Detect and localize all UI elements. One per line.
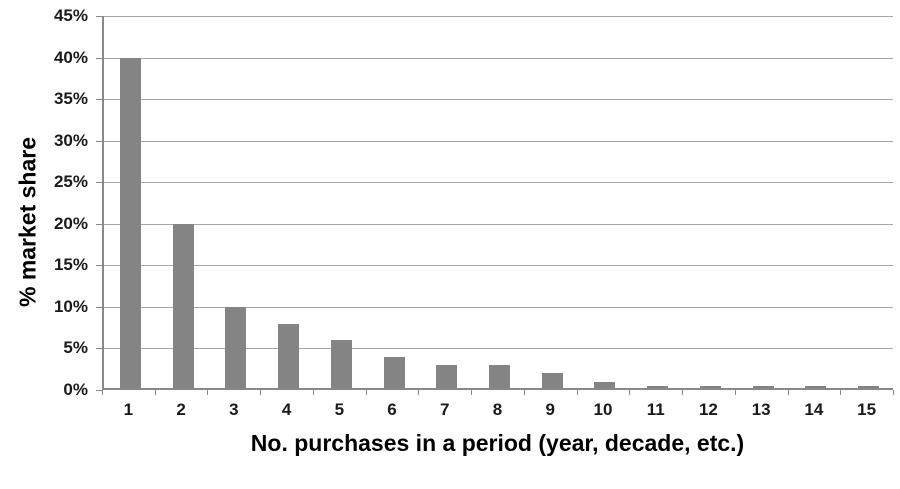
x-tick-label: 13 (751, 400, 771, 419)
x-tick-label: 9 (545, 400, 555, 419)
x-tick-label: 4 (281, 400, 292, 419)
x-tick-label: 5 (334, 400, 345, 419)
y-tick-label: 0% (63, 380, 88, 399)
plot-area (102, 16, 893, 390)
bar (436, 365, 458, 388)
y-gridline (104, 348, 893, 350)
y-gridline (104, 57, 893, 59)
y-tick-mark (96, 306, 102, 308)
bar (330, 340, 352, 388)
x-axis-title: No. purchases in a period (year, decade,… (250, 430, 745, 456)
x-tick-mark (312, 390, 314, 395)
x-tick-label: 7 (440, 400, 450, 419)
bar (225, 306, 247, 388)
bar (489, 365, 510, 388)
x-tick-mark (365, 390, 367, 395)
bar (594, 381, 616, 388)
y-tick-mark (96, 390, 102, 391)
bar (805, 385, 827, 388)
x-tick-mark (682, 390, 684, 395)
y-tick-mark (96, 182, 102, 184)
bar (172, 223, 194, 388)
x-tick-label: 15 (857, 400, 877, 419)
y-tick-label: 30% (53, 130, 88, 150)
x-tick-label: 3 (229, 400, 239, 419)
bar (278, 323, 300, 388)
x-tick-label: 10 (593, 400, 613, 419)
y-tick-label: 35% (53, 89, 88, 109)
y-tick-mark (96, 99, 102, 101)
x-tick-label: 2 (176, 400, 186, 419)
x-tick-label: 8 (492, 400, 503, 419)
y-gridline (104, 265, 893, 267)
y-gridline (104, 182, 893, 184)
y-gridline (104, 140, 893, 142)
bar (383, 356, 405, 388)
x-tick-mark (260, 390, 262, 395)
x-tick-mark (207, 390, 209, 395)
y-tick-mark (96, 223, 102, 225)
y-tick-label: 40% (53, 47, 88, 67)
x-tick-label: 14 (804, 400, 824, 419)
y-tick-mark (96, 140, 102, 142)
x-tick-mark (523, 390, 525, 395)
y-tick-mark (96, 348, 102, 350)
y-gridline (104, 99, 893, 101)
y-tick-label: 15% (53, 255, 88, 275)
bar (119, 57, 141, 388)
y-tick-label: 5% (63, 338, 88, 358)
y-gridline (104, 16, 893, 17)
bar (647, 385, 669, 388)
bar (858, 385, 880, 388)
y-tick-label: 25% (53, 172, 88, 192)
x-tick-label: 6 (387, 400, 397, 419)
y-tick-label: 10% (53, 296, 88, 316)
x-tick-mark (787, 390, 789, 395)
x-tick-mark (102, 390, 103, 395)
x-tick-mark (471, 390, 473, 395)
x-tick-mark (734, 390, 736, 395)
x-tick-label: 12 (698, 400, 718, 419)
x-tick-mark (629, 390, 631, 395)
y-tick-mark (96, 265, 102, 267)
y-gridline (104, 306, 893, 308)
x-tick-mark (840, 390, 842, 395)
y-tick-mark (96, 16, 102, 17)
y-tick-mark (96, 57, 102, 59)
bar (541, 373, 563, 388)
y-gridline (104, 223, 893, 225)
x-tick-mark (893, 390, 894, 395)
bar (752, 385, 774, 388)
x-tick-mark (154, 390, 156, 395)
x-tick-mark (418, 390, 420, 395)
bar (699, 385, 721, 388)
y-tick-label: 20% (53, 213, 88, 233)
x-tick-label: 11 (646, 400, 665, 419)
x-tick-label: 1 (123, 400, 134, 419)
x-tick-mark (576, 390, 578, 395)
y-tick-label: 45% (53, 6, 88, 25)
